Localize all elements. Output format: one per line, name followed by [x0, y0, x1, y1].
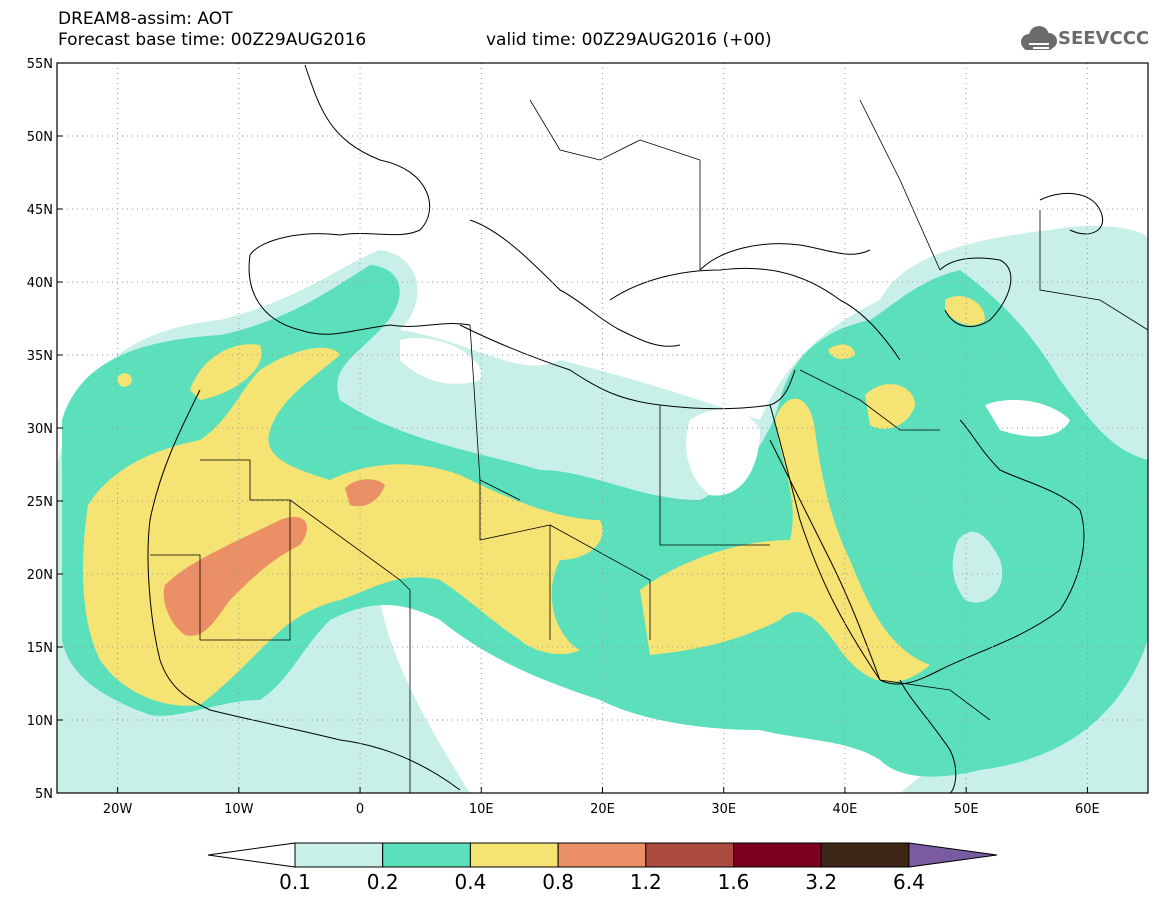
coastlines — [147, 64, 1104, 793]
country-borders — [150, 99, 1148, 793]
cloud-logo-icon — [1021, 26, 1057, 50]
colorbar-label: 1.6 — [718, 870, 750, 894]
lon-tick-label: 20E — [590, 802, 615, 817]
colorbar-label: 0.8 — [542, 870, 574, 894]
lon-tick-label: 40E — [833, 802, 858, 817]
colorbar-label: 6.4 — [893, 870, 925, 894]
lon-tick-label: 20W — [103, 802, 133, 817]
longitude-ticks: 20W 10W 0 10E 20E 30E 40E 50E 60E — [103, 787, 1100, 817]
colorbar-over-triangle — [908, 842, 997, 868]
lon-tick-label: 50E — [954, 802, 979, 817]
lon-tick-label: 30E — [711, 802, 736, 817]
colorbar-box — [382, 842, 471, 868]
lat-tick-label: 5N — [35, 787, 53, 802]
lat-tick-label: 15N — [27, 641, 53, 656]
lat-tick-label: 20N — [27, 568, 53, 583]
lon-tick-label: 0 — [356, 802, 364, 817]
colorbar-box — [645, 842, 734, 868]
lon-tick-label: 10E — [469, 802, 494, 817]
lat-tick-label: 40N — [27, 276, 53, 291]
logo-text: SEEVCCC — [1058, 28, 1150, 49]
lon-tick-label: 10W — [224, 802, 254, 817]
forecast-base-time: Forecast base time: 00Z29AUG2016 — [58, 30, 367, 50]
colorbar-label: 0.2 — [367, 870, 399, 894]
colorbar-under-triangle — [207, 842, 296, 868]
lat-tick-label: 30N — [27, 422, 53, 437]
latitude-ticks: 55N 50N 45N 40N 35N 30N 25N 20N 15N 10N 5N — [27, 57, 63, 802]
colorbar-box — [469, 842, 559, 868]
colorbar-box — [820, 842, 910, 868]
colorbar-box — [733, 842, 822, 868]
aot-field — [57, 225, 1148, 793]
colorbar-label: 0.4 — [454, 870, 486, 894]
colorbar-box — [294, 842, 384, 868]
map-title: DREAM8-assim: AOT — [58, 9, 233, 29]
lat-tick-label: 55N — [27, 57, 53, 72]
lat-tick-label: 50N — [27, 130, 53, 145]
colorbar-label: 1.2 — [630, 870, 662, 894]
colorbar-label: 3.2 — [805, 870, 837, 894]
colorbar-label: 0.1 — [279, 870, 311, 894]
lat-tick-label: 35N — [27, 349, 53, 364]
lat-tick-label: 25N — [27, 495, 53, 510]
colorbar-box — [557, 842, 647, 868]
valid-time: valid time: 00Z29AUG2016 (+00) — [486, 30, 772, 50]
lon-tick-label: 60E — [1075, 802, 1100, 817]
lat-tick-label: 45N — [27, 203, 53, 218]
lat-tick-label: 10N — [27, 714, 53, 729]
